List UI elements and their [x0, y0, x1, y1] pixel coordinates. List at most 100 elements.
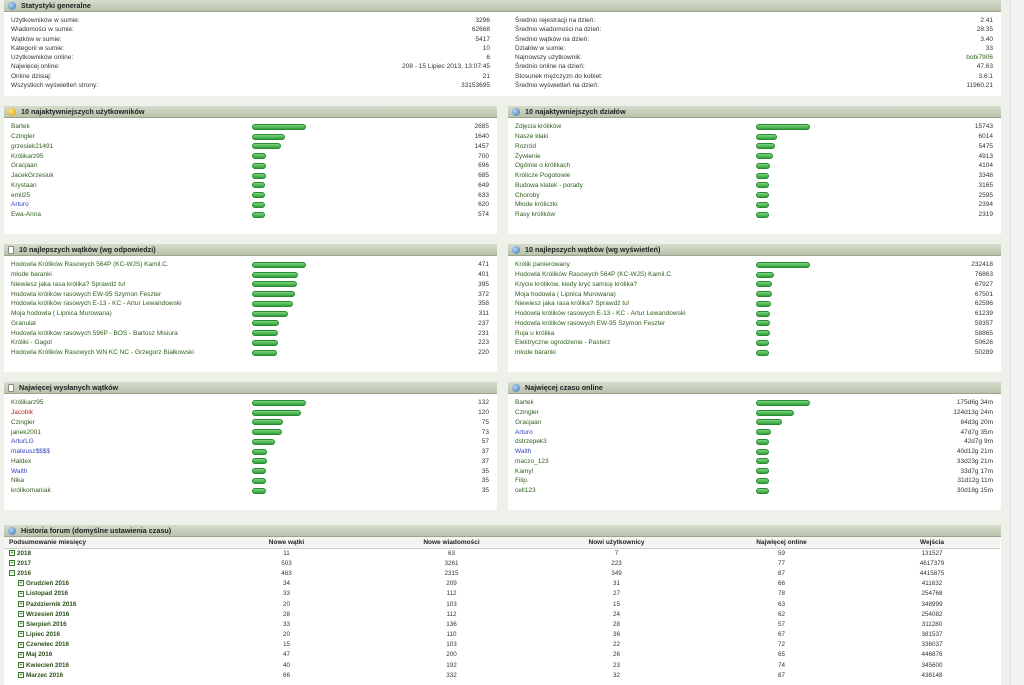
expand-icon[interactable]: + — [18, 661, 24, 668]
item-link[interactable]: Niewiesz jaka rasa królika? Sprawdź tu! — [515, 300, 630, 308]
item-link[interactable]: Bartek — [515, 399, 534, 407]
item-link[interactable]: Arturo — [515, 428, 533, 436]
item-link[interactable]: janek2001 — [11, 428, 41, 436]
item-link[interactable]: Moja hodowla ( Lipnica Murowana) — [11, 310, 112, 318]
item-link[interactable]: młode baranki — [515, 349, 556, 357]
period-cell[interactable]: + Grudzień 2016 — [4, 579, 204, 589]
item-link[interactable]: Walth — [515, 448, 532, 456]
item-link[interactable]: Krystaan — [11, 181, 37, 189]
period-label[interactable]: 2018 — [17, 549, 32, 557]
item-link[interactable]: Gracjaan — [515, 418, 542, 426]
item-link[interactable]: Nika — [11, 477, 25, 485]
period-cell[interactable]: + Czerwiec 2016 — [4, 640, 204, 650]
item-link[interactable]: Nasze kłaki — [515, 133, 549, 141]
item-link[interactable]: Gracjaan — [11, 162, 38, 170]
collapse-icon[interactable]: − — [9, 570, 15, 577]
expand-icon[interactable]: + — [18, 621, 24, 628]
period-label[interactable]: 2016 — [17, 569, 32, 577]
item-link[interactable]: Ogólnie o królikach — [515, 162, 571, 170]
item-link[interactable]: grzesiek21491 — [11, 142, 54, 150]
item-link[interactable]: cell123 — [515, 487, 536, 495]
period-label[interactable]: Marzec 2016 — [26, 671, 64, 679]
item-link[interactable]: Hodowla królików rasowych EW-95 Szymon F… — [515, 319, 666, 327]
period-cell[interactable]: + Lipiec 2016 — [4, 630, 204, 640]
item-link[interactable]: Elektryczne ogrodzenie - Pasterz — [515, 339, 611, 347]
item-link[interactable]: Młode króliczki — [515, 201, 558, 209]
item-link[interactable]: Ewa-Anna — [11, 211, 41, 219]
period-label[interactable]: Listopad 2016 — [26, 590, 68, 598]
item-link[interactable]: Czingler — [11, 418, 35, 426]
item-link[interactable]: Królicze Pogotowie — [515, 172, 571, 180]
item-link[interactable]: Granulat — [11, 319, 36, 327]
period-label[interactable]: Czerwiec 2016 — [26, 641, 70, 649]
item-link[interactable]: Hodowla królików rasowych E-13 - KC - Ar… — [11, 300, 182, 308]
period-cell[interactable]: + Wrzesień 2016 — [4, 609, 204, 619]
item-link[interactable]: Arturo — [11, 201, 29, 209]
item-link[interactable]: Hodowla Królików Rasowych 564P (KC-WJS) … — [11, 261, 169, 269]
item-link[interactable]: Haldex — [11, 457, 32, 465]
period-cell[interactable]: + Kwiecień 2016 — [4, 660, 204, 670]
item-link[interactable]: Czingler — [11, 133, 35, 141]
item-link[interactable]: Hodowla królików rasowych 596P - BOS - B… — [11, 329, 178, 337]
item-link[interactable]: Hodowla królików rasowych EW-95 Szymon F… — [11, 290, 162, 298]
item-link[interactable]: Zdjęcia królików — [515, 123, 562, 131]
item-link[interactable]: emil25 — [11, 191, 31, 199]
item-link[interactable]: Hodowla Królików Rasowych WN KC NC - Grz… — [11, 349, 194, 357]
expand-icon[interactable]: + — [18, 600, 24, 607]
period-label[interactable]: Październik 2016 — [26, 600, 77, 608]
expand-icon[interactable]: + — [9, 560, 15, 567]
item-link[interactable]: Żywienie — [515, 152, 541, 160]
period-label[interactable]: Grudzień 2016 — [26, 580, 70, 588]
item-link[interactable]: Hodowla Królików Rasowych 564P (KC-WJS) … — [515, 271, 673, 279]
period-label[interactable]: Wrzesień 2016 — [26, 610, 70, 618]
period-label[interactable]: Lipiec 2016 — [26, 631, 60, 639]
item-link[interactable]: Rasy królików — [515, 211, 556, 219]
expand-icon[interactable]: + — [9, 550, 15, 557]
item-link[interactable]: Krycie królików, kiedy kryć samicę króli… — [515, 280, 638, 288]
item-link[interactable]: Królikarz95 — [11, 399, 44, 407]
item-link[interactable]: Ruja u królika — [515, 329, 555, 337]
item-link[interactable]: Niewiesz jaka rasa królika? Sprawdź tu! — [11, 280, 126, 288]
expand-icon[interactable]: + — [18, 611, 24, 618]
item-link[interactable]: Hodowla królików rasowych E-13 - KC - Ar… — [515, 310, 686, 318]
item-link[interactable]: mateusz$$$$ — [11, 448, 51, 456]
item-link[interactable]: królikomaniak — [11, 487, 51, 495]
period-cell[interactable]: +2018 — [4, 548, 204, 558]
item-link[interactable]: Filip. — [515, 477, 529, 485]
period-cell[interactable]: + Październik 2016 — [4, 599, 204, 609]
item-link[interactable]: Kamyl — [515, 467, 534, 475]
period-cell[interactable]: + Listopad 2016 — [4, 589, 204, 599]
period-label[interactable]: 2017 — [17, 559, 32, 567]
period-label[interactable]: Sierpień 2016 — [26, 620, 67, 628]
item-link[interactable]: Budowa klatek - porady — [515, 181, 583, 189]
item-link[interactable]: maczo_123 — [515, 457, 549, 465]
item-link[interactable]: Moja hodowla ( Lipnica Murowana) — [515, 290, 616, 298]
item-link[interactable]: Choroby — [515, 191, 540, 199]
expand-icon[interactable]: + — [18, 580, 24, 587]
item-link[interactable]: Jacobik — [11, 409, 34, 417]
item-link[interactable]: Króliki - Gagol — [11, 339, 52, 347]
expand-icon[interactable]: + — [18, 672, 24, 679]
period-cell[interactable]: + Sierpień 2016 — [4, 619, 204, 629]
item-link[interactable]: JacekGrzesiuk — [11, 172, 54, 180]
expand-icon[interactable]: + — [18, 631, 24, 638]
expand-icon[interactable]: + — [18, 590, 24, 597]
item-link[interactable]: Królikarz95 — [11, 152, 44, 160]
item-link[interactable]: Rozród — [515, 142, 536, 150]
period-cell[interactable]: −2016 — [4, 568, 204, 578]
stat-value[interactable]: bobi7906 — [966, 54, 993, 61]
item-link[interactable]: ArturLG — [11, 438, 34, 446]
period-label[interactable]: Maj 2016 — [26, 651, 53, 659]
item-link[interactable]: dstrzepek3 — [515, 438, 547, 446]
period-cell[interactable]: + Maj 2016 — [4, 650, 204, 660]
scrollbar[interactable] — [1010, 0, 1024, 685]
period-label[interactable]: Kwiecień 2016 — [26, 661, 70, 669]
item-link[interactable]: młode baranki — [11, 271, 52, 279]
expand-icon[interactable]: + — [18, 651, 24, 658]
expand-icon[interactable]: + — [18, 641, 24, 648]
period-cell[interactable]: +2017 — [4, 558, 204, 568]
item-link[interactable]: Bartek — [11, 123, 30, 131]
period-cell[interactable]: + Marzec 2016 — [4, 670, 204, 680]
item-link[interactable]: Walth — [11, 467, 28, 475]
item-link[interactable]: Czingler — [515, 409, 539, 417]
